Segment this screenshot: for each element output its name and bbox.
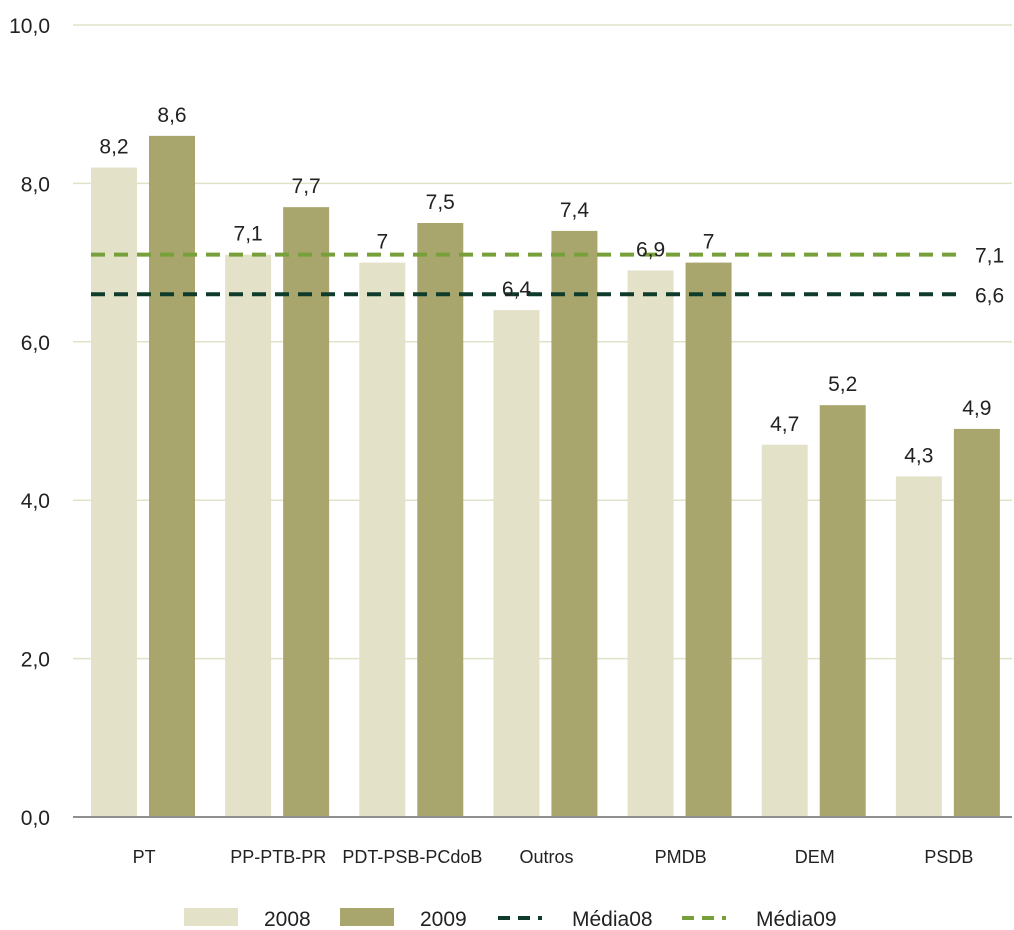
data-labels: 8,2 8,6 7,1 7,7 7 7,5 6,4 7,4 6,9 7 4,7 5,2 4,3 4,9 6,… xyxy=(99,104,1004,468)
legend-label: 2009 xyxy=(420,908,467,930)
data-label: 7,4 xyxy=(560,199,590,222)
data-label: 8,2 xyxy=(99,136,128,159)
data-label: 4,3 xyxy=(904,444,933,467)
bar xyxy=(627,270,674,817)
bar xyxy=(493,310,540,817)
x-tick-label: Outros xyxy=(519,847,573,867)
data-label: 7 xyxy=(376,231,388,254)
bar xyxy=(417,223,464,817)
reference-lines xyxy=(91,252,960,297)
data-label: 4,9 xyxy=(962,397,991,420)
y-tick-label: 0,0 xyxy=(21,807,50,830)
axes: 0,0 2,0 4,0 6,0 8,0 10,0 PT PP-PTB-PR PDT-PSB-PC… xyxy=(9,15,1012,867)
bar xyxy=(685,262,732,818)
data-label: 7,5 xyxy=(426,191,455,214)
reference-line-label: 6,6 xyxy=(975,284,1004,307)
data-label: 5,2 xyxy=(828,373,857,396)
x-tick-label: PT xyxy=(133,847,156,867)
bar xyxy=(551,230,598,818)
reference-line-label: 7,1 xyxy=(975,245,1004,268)
x-tick-label: PMDB xyxy=(655,847,707,867)
bar xyxy=(225,254,272,817)
legend-swatch xyxy=(340,908,394,926)
data-label: 4,7 xyxy=(770,413,799,436)
x-tick-label: PP-PTB-PR xyxy=(230,847,326,867)
bar xyxy=(895,476,942,817)
data-label: 7,7 xyxy=(292,175,321,198)
y-tick-label: 8,0 xyxy=(21,173,50,196)
gridlines xyxy=(73,24,1012,660)
legend: 2008 2009 Média08 Média09 xyxy=(184,908,837,930)
legend-label: Média09 xyxy=(756,908,837,930)
bar xyxy=(953,428,1000,817)
data-label: 6,9 xyxy=(636,239,665,262)
bar xyxy=(149,135,195,817)
x-tick-label: PDT-PSB-PCdoB xyxy=(342,847,482,867)
bar xyxy=(283,207,330,817)
data-label: 7 xyxy=(703,231,715,254)
legend-swatch xyxy=(184,908,238,926)
x-tick-label: PSDB xyxy=(924,847,973,867)
x-tick-label: DEM xyxy=(795,847,835,867)
y-tick-label: 10,0 xyxy=(9,15,50,38)
legend-label: 2008 xyxy=(264,908,311,930)
y-tick-label: 2,0 xyxy=(21,649,50,672)
bars xyxy=(91,135,1000,818)
bar xyxy=(91,167,137,817)
y-tick-label: 6,0 xyxy=(21,332,50,355)
bar xyxy=(359,262,406,818)
data-label: 6,4 xyxy=(502,278,532,301)
y-tick-label: 4,0 xyxy=(21,490,50,513)
data-label: 8,6 xyxy=(157,104,186,127)
data-label: 7,1 xyxy=(234,223,263,246)
legend-label: Média08 xyxy=(572,908,653,930)
bar xyxy=(761,444,808,817)
bar xyxy=(819,405,866,817)
